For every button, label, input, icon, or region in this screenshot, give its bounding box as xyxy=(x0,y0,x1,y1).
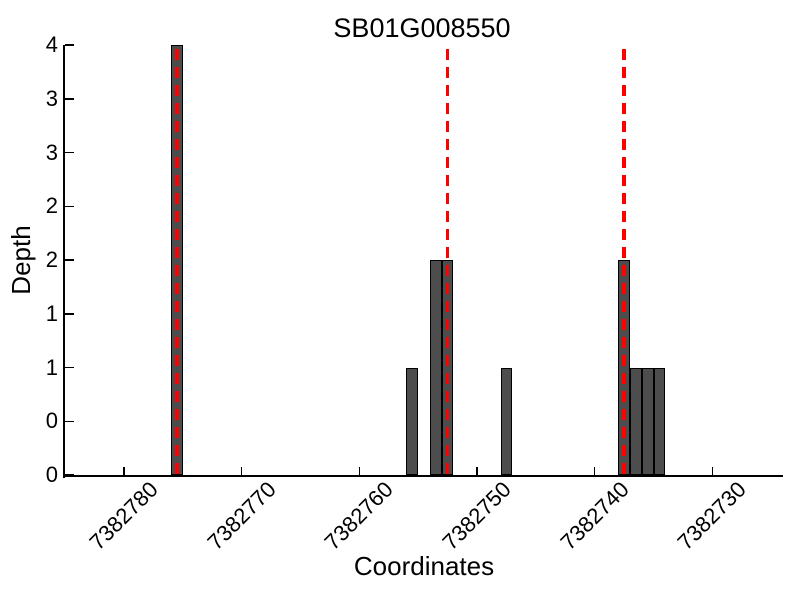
x-tick xyxy=(476,467,478,475)
x-tick-label: 7382740 xyxy=(555,476,634,555)
y-tick xyxy=(65,44,74,46)
y-tick-label: 2 xyxy=(45,193,58,219)
y-tick xyxy=(65,205,74,207)
x-tick-label: 7382780 xyxy=(84,476,163,555)
bar xyxy=(641,367,654,475)
x-tick-label: 7382750 xyxy=(437,476,516,555)
y-tick-label: 4 xyxy=(45,32,58,57)
marker-line xyxy=(622,45,626,475)
y-tick-label: 3 xyxy=(45,139,58,165)
y-axis-spine xyxy=(63,45,65,478)
x-tick xyxy=(711,467,714,475)
x-axis-label: Coordinates xyxy=(353,551,495,581)
y-tick xyxy=(65,420,74,422)
bar xyxy=(653,367,666,475)
x-tick xyxy=(593,467,596,475)
y-tick xyxy=(65,474,74,476)
marker-line xyxy=(175,45,179,475)
y-tick xyxy=(65,98,74,100)
bar xyxy=(629,367,642,475)
y-tick xyxy=(65,366,74,369)
y-tick-label: 0 xyxy=(45,408,58,434)
x-tick-label: 7382770 xyxy=(202,476,281,555)
bar xyxy=(406,367,419,475)
x-axis-spine xyxy=(63,475,783,477)
x-tick xyxy=(123,467,125,475)
y-tick-label: 1 xyxy=(45,300,58,326)
y-tick xyxy=(65,151,74,154)
y-tick-label: 2 xyxy=(45,247,58,272)
x-tick xyxy=(358,467,360,475)
bar xyxy=(500,367,513,475)
bar xyxy=(429,260,442,475)
x-tick-label: 7382760 xyxy=(319,476,399,555)
marker-line xyxy=(445,45,450,475)
chart-title: SB01G008550 xyxy=(333,13,511,43)
x-tick xyxy=(240,467,243,475)
y-tick-label: 1 xyxy=(45,354,58,380)
y-tick xyxy=(65,259,74,261)
y-tick-label: 3 xyxy=(45,85,58,111)
y-tick-label: 0 xyxy=(45,462,58,487)
y-tick xyxy=(65,313,74,315)
x-tick-label: 7382730 xyxy=(672,476,752,555)
